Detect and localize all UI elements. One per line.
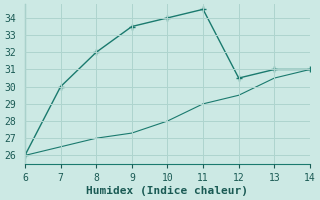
- X-axis label: Humidex (Indice chaleur): Humidex (Indice chaleur): [86, 186, 248, 196]
